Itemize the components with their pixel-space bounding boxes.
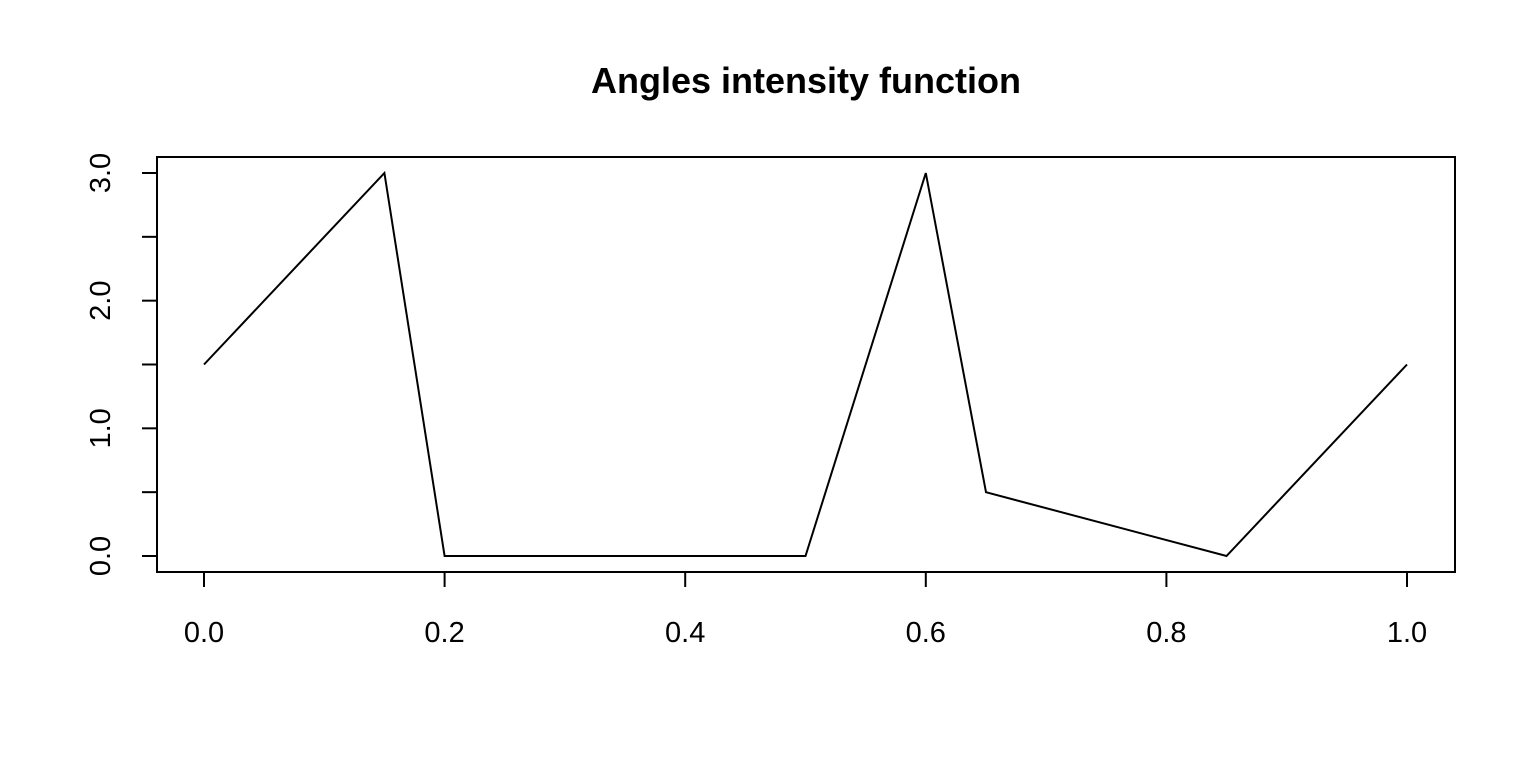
y-tick-label: 2.0 <box>85 281 117 321</box>
x-tick-label: 0.8 <box>1146 617 1186 649</box>
x-tick-label: 0.6 <box>906 617 946 649</box>
y-axis: 0.0 1.0 2.0 3.0 <box>85 153 158 576</box>
x-tick-label: 0.2 <box>424 617 464 649</box>
series-line <box>203 170 1408 558</box>
chart-title: Angles intensity function <box>591 60 1021 101</box>
plot-frame <box>156 156 1456 573</box>
x-tick-label: 1.0 <box>1387 617 1427 649</box>
x-axis: 0.0 0.2 0.4 0.6 0.8 1.0 <box>184 571 1427 649</box>
y-tick-label: 1.0 <box>85 408 117 448</box>
y-tick-label: 0.0 <box>85 536 117 576</box>
x-tick-label: 0.0 <box>184 617 224 649</box>
x-tick-label: 0.4 <box>665 617 705 649</box>
y-tick-label: 3.0 <box>85 153 117 193</box>
series-group <box>203 170 1408 558</box>
